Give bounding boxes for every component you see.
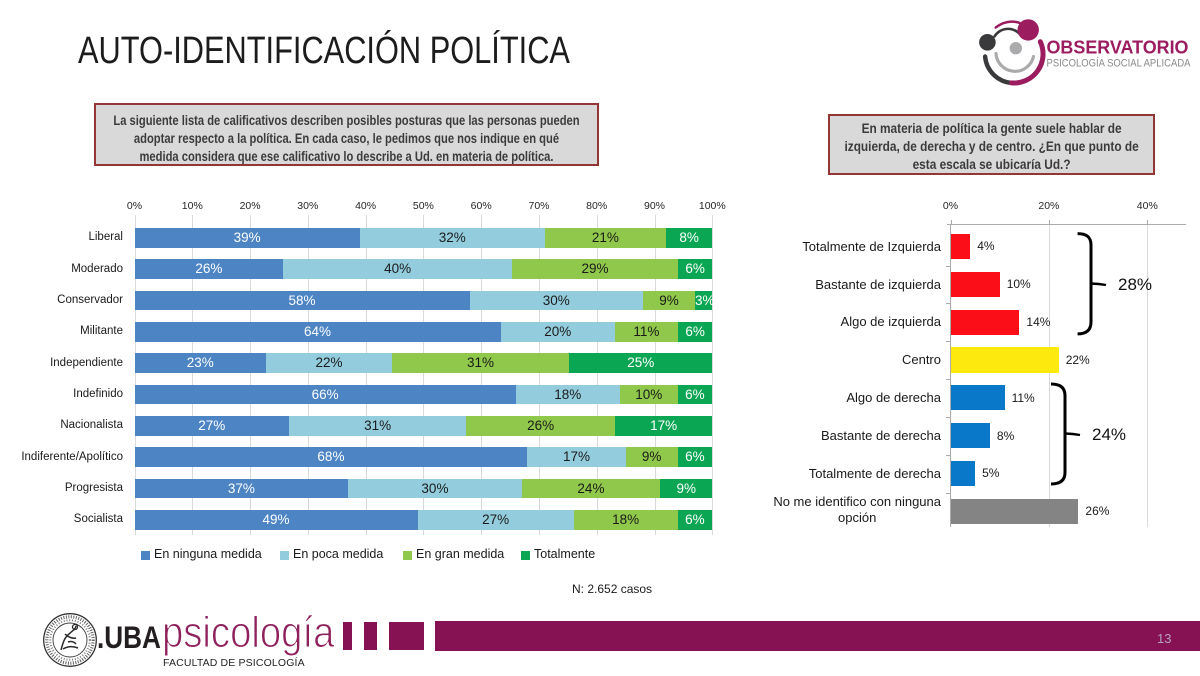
svg-text:PSICOLOGÍA SOCIAL APLICADA: PSICOLOGÍA SOCIAL APLICADA (1047, 57, 1191, 70)
svg-text:OBSERVATORIO: OBSERVATORIO (1047, 38, 1189, 58)
